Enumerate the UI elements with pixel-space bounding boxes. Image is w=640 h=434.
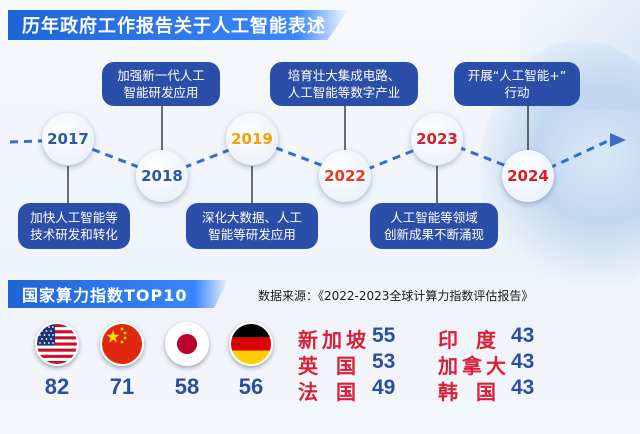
year-node-2019: 2019 bbox=[226, 113, 278, 165]
statement-2019: 深化大数据、人工 智能等研发应用 bbox=[186, 203, 318, 249]
country-name: 英国 bbox=[298, 354, 374, 378]
germany-flag-icon bbox=[229, 322, 273, 366]
statement-2018: 加强新一代人工 智能研发应用 bbox=[102, 62, 220, 106]
flag-score: 58 bbox=[174, 374, 200, 399]
statement-2017: 加快人工智能等 技术研发和转化 bbox=[18, 203, 130, 249]
country-name: 加拿大 bbox=[438, 354, 510, 378]
timeline-arrowhead bbox=[610, 133, 626, 147]
country-score: 43 bbox=[511, 350, 535, 373]
year-node-2017: 2017 bbox=[42, 113, 94, 165]
year-label: 2018 bbox=[141, 167, 183, 185]
country-name: 法国 bbox=[298, 380, 374, 404]
year-node-2018: 2018 bbox=[136, 150, 188, 202]
year-label: 2023 bbox=[416, 130, 458, 148]
year-label: 2017 bbox=[47, 130, 89, 148]
statement-2022: 培育壮大集成电路、 人工智能等数字产业 bbox=[270, 62, 418, 106]
year-node-2022: 2022 bbox=[319, 150, 371, 202]
page-title: 历年政府工作报告关于人工智能表述 bbox=[22, 16, 326, 37]
year-node-2024: 2024 bbox=[502, 150, 554, 202]
statement-2024: 开展“人工智能+” 行动 bbox=[454, 62, 580, 106]
statement-text: 深化大数据、人工 智能等研发应用 bbox=[201, 210, 302, 242]
statement-text: 培育壮大集成电路、 人工智能等数字产业 bbox=[287, 68, 401, 100]
statement-text: 加强新一代人工 智能研发应用 bbox=[117, 68, 205, 100]
country-score: 49 bbox=[372, 376, 396, 399]
usa-flag-icon bbox=[35, 322, 79, 366]
flag-score: 56 bbox=[238, 374, 264, 399]
year-label: 2022 bbox=[324, 167, 366, 185]
country-score: 53 bbox=[372, 350, 396, 373]
ranking-banner: 国家算力指数TOP10 bbox=[8, 280, 228, 308]
title-banner: 历年政府工作报告关于人工智能表述 bbox=[8, 10, 348, 40]
china-flag-icon bbox=[100, 322, 144, 366]
japan-flag-icon bbox=[165, 322, 209, 366]
country-name: 新加坡 bbox=[298, 328, 370, 352]
statement-text: 人工智能等领域 创新成果不断涌现 bbox=[383, 210, 484, 242]
year-node-2023: 2023 bbox=[411, 113, 463, 165]
year-label: 2024 bbox=[507, 167, 549, 185]
statement-2023: 人工智能等领域 创新成果不断涌现 bbox=[370, 203, 498, 249]
country-score: 55 bbox=[372, 324, 396, 347]
country-name: 印度 bbox=[438, 328, 514, 352]
data-source: 数据来源：《2022-2023全球计算力指数评估报告》 bbox=[258, 289, 534, 303]
ranking-title: 国家算力指数TOP10 bbox=[22, 286, 188, 305]
statement-text: 加快人工智能等 技术研发和转化 bbox=[30, 210, 118, 242]
flag-score: 82 bbox=[44, 374, 70, 399]
country-score: 43 bbox=[511, 324, 535, 347]
country-name: 韩国 bbox=[438, 380, 514, 404]
year-label: 2019 bbox=[231, 130, 273, 148]
country-score: 43 bbox=[511, 376, 535, 399]
statement-text: 开展“人工智能+” 行动 bbox=[467, 68, 567, 100]
flag-score: 71 bbox=[109, 374, 135, 399]
